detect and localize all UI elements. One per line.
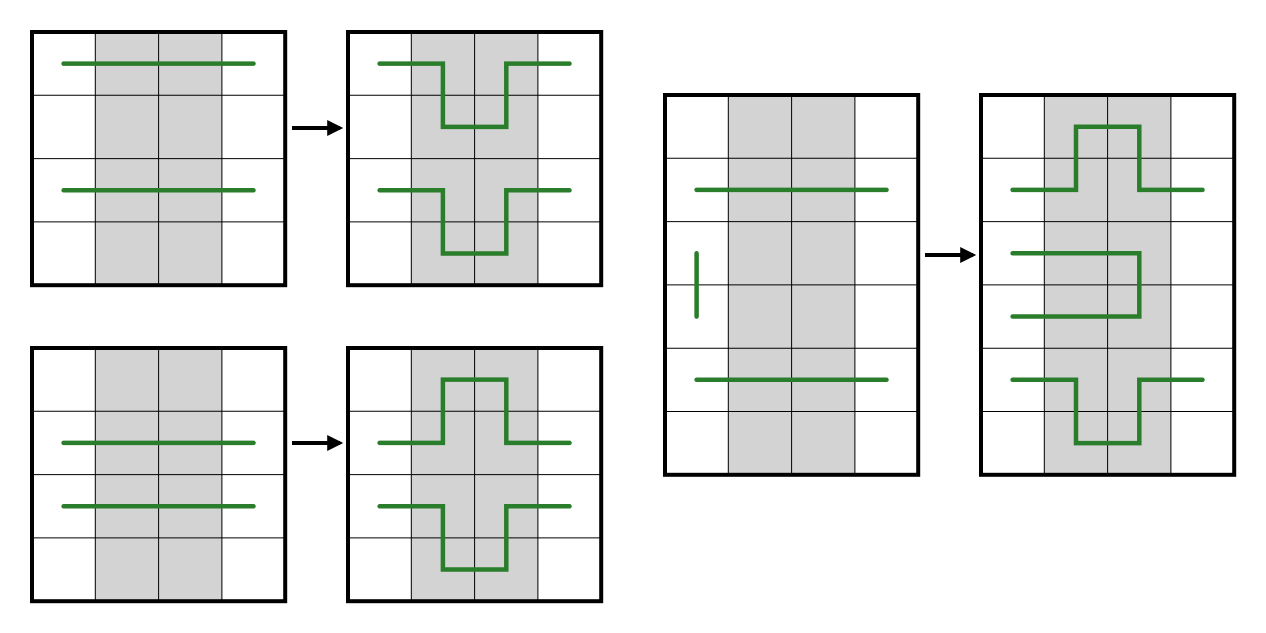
grids-layer <box>30 30 1237 604</box>
grid-frame <box>663 93 921 477</box>
grid-frame <box>346 346 604 604</box>
green-path <box>377 377 572 446</box>
green-path <box>377 504 572 572</box>
green-path <box>1010 251 1142 319</box>
green-path <box>1010 124 1205 193</box>
bottom-left-after-grid <box>346 346 604 604</box>
right-after-grid <box>979 93 1237 477</box>
grid-frame <box>979 93 1237 477</box>
right-before-grid <box>663 93 921 477</box>
arrows-layer <box>292 120 977 451</box>
bottom-left-before-grid <box>30 346 288 604</box>
top-left-before-grid <box>30 30 288 288</box>
grid-frame <box>346 30 604 288</box>
top-left-after-grid <box>346 30 604 288</box>
green-path <box>377 188 572 256</box>
green-path <box>1010 377 1205 446</box>
grid-frame <box>30 346 288 604</box>
green-path <box>377 61 572 130</box>
grid-frame <box>30 30 288 288</box>
